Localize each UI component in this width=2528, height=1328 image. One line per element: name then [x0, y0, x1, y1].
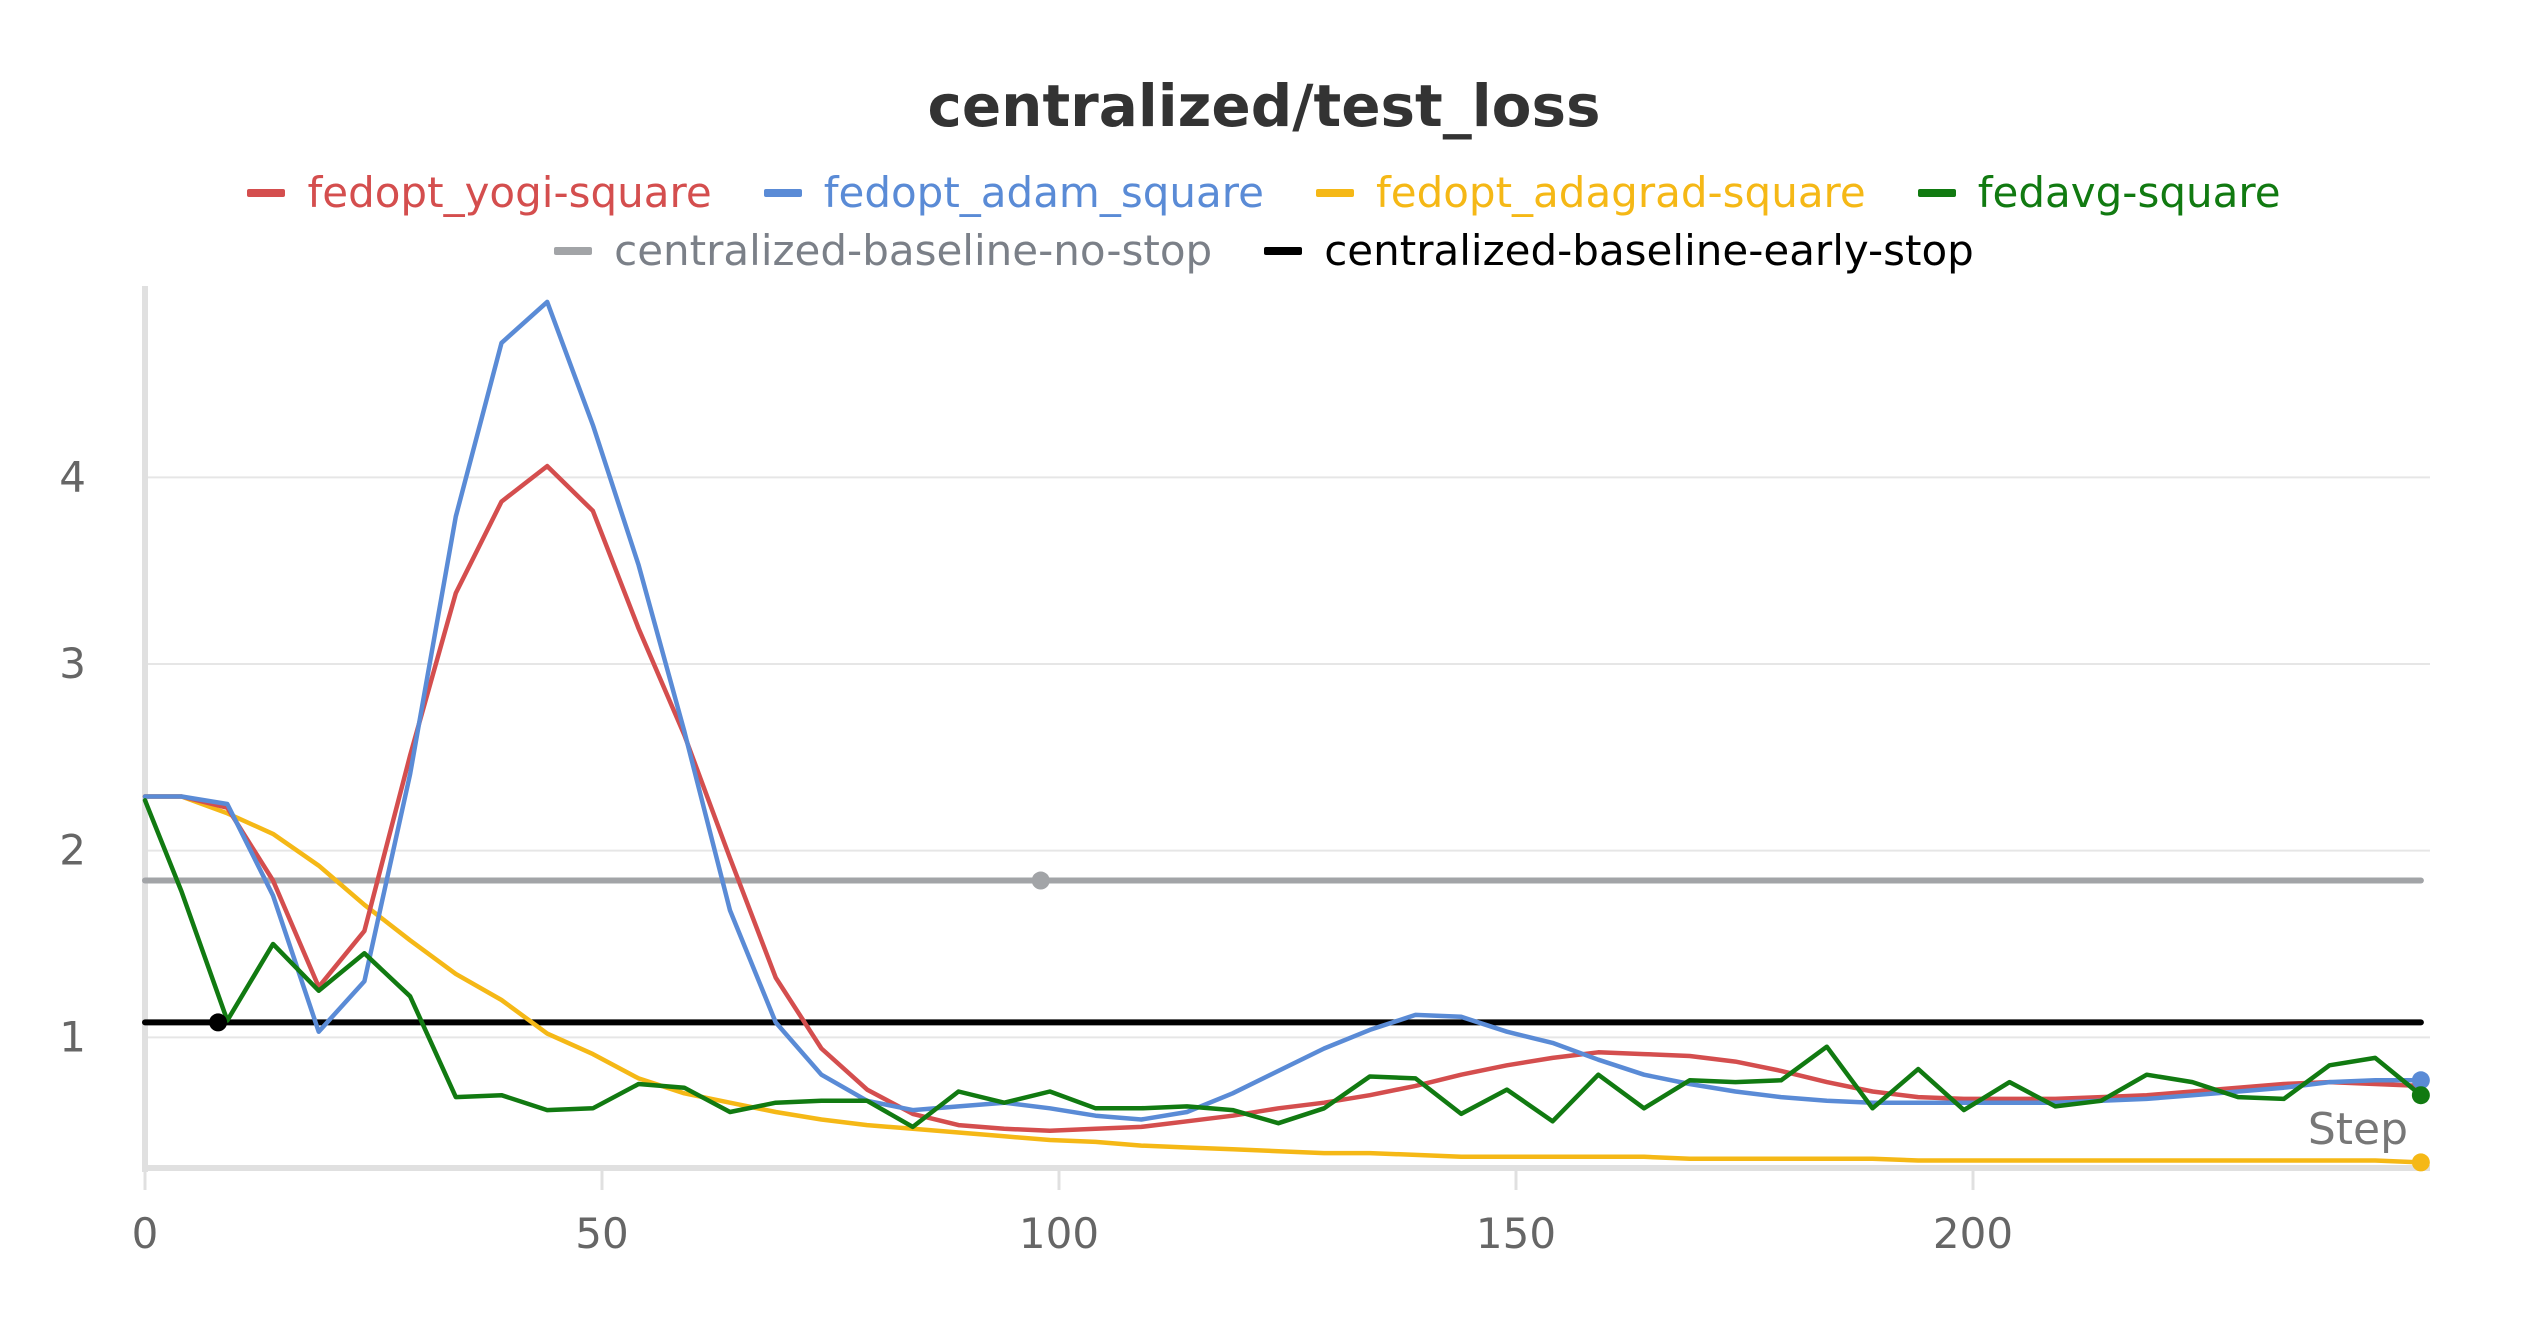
- series-point-fedavg-square: [2411, 1086, 2430, 1105]
- series-point-centralized-baseline-no-stop: [1031, 871, 1050, 890]
- tick-layer: 1 2 3 4 0 50 100 150 200: [59, 452, 2013, 1258]
- x-tick-label: 150: [1476, 1209, 1556, 1258]
- legend-label: centralized-baseline-no-stop: [614, 226, 1213, 275]
- y-tick-label: 2: [59, 826, 86, 875]
- x-tick-label: 100: [1019, 1209, 1099, 1258]
- legend-label: fedopt_yogi-square: [307, 168, 712, 217]
- legend-swatch: [1917, 188, 1956, 197]
- legend-item-fedopt-yogi-square[interactable]: fedopt_yogi-square: [247, 168, 712, 217]
- legend-swatch: [554, 246, 593, 255]
- series-point-fedopt-adagrad-square: [2411, 1153, 2430, 1172]
- series-line-fedopt-yogi-square: [142, 463, 2424, 1133]
- legend-label: fedopt_adagrad-square: [1375, 168, 1866, 217]
- chart-title: centralized/test_loss: [927, 72, 1601, 140]
- series-layer: [142, 299, 2424, 1165]
- series-point-centralized-baseline-early-stop: [209, 1013, 228, 1032]
- legend-row-1: fedopt_yogi-square fedopt_adam_square fedo…: [0, 168, 2528, 217]
- axes: [142, 286, 2430, 1190]
- y-tick-label: 4: [59, 452, 86, 501]
- legend-item-fedopt-adagrad-square[interactable]: fedopt_adagrad-square: [1315, 168, 1866, 217]
- series-line-fedopt-adagrad-square: [142, 794, 2424, 1165]
- y-tick-label: 3: [59, 639, 86, 688]
- legend-label: fedavg-square: [1977, 168, 2281, 217]
- legend-item-fedavg-square[interactable]: fedavg-square: [1917, 168, 2281, 217]
- x-tick-label: 200: [1933, 1209, 2013, 1258]
- series-line-fedopt-adam-square: [142, 299, 2424, 1122]
- gridlines: [145, 476, 2430, 1039]
- legend-swatch: [1315, 188, 1354, 197]
- x-tick-label: 50: [575, 1209, 628, 1258]
- legend-item-centralized-baseline-early-stop[interactable]: centralized-baseline-early-stop: [1264, 226, 1974, 275]
- legend-item-fedopt-adam-square[interactable]: fedopt_adam_square: [763, 168, 1264, 217]
- legend-swatch: [247, 188, 286, 197]
- legend-item-centralized-baseline-no-stop[interactable]: centralized-baseline-no-stop: [554, 226, 1212, 275]
- x-tick-label: 0: [132, 1209, 159, 1258]
- marker-layer: [209, 871, 2430, 1172]
- series-point-fedopt-adam-square: [2411, 1071, 2430, 1090]
- legend-swatch: [1264, 246, 1303, 255]
- legend-label: centralized-baseline-early-stop: [1324, 226, 1974, 275]
- x-axis-label: Step: [2308, 1104, 2408, 1155]
- legend-label: fedopt_adam_square: [823, 168, 1264, 217]
- series-line-fedavg-square: [142, 798, 2424, 1130]
- legend-swatch: [763, 188, 802, 197]
- legend-row-2: centralized-baseline-no-stop centralized-…: [0, 226, 2528, 275]
- y-tick-label: 1: [59, 1012, 86, 1061]
